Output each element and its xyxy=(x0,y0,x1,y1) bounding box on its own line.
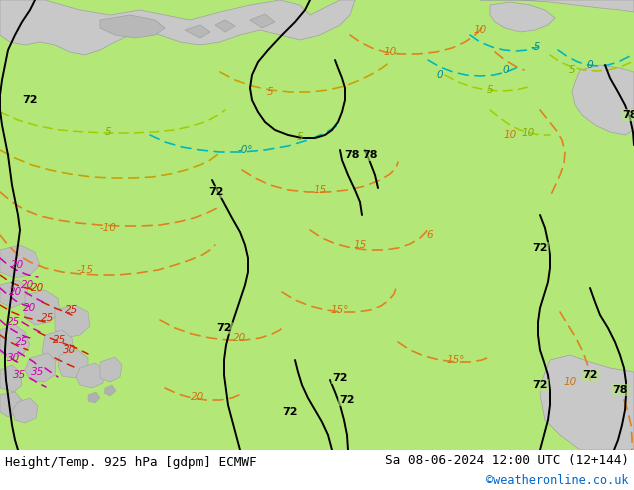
Text: 78: 78 xyxy=(612,385,628,395)
Text: -10: -10 xyxy=(100,223,117,233)
Text: 72: 72 xyxy=(533,380,548,390)
Text: 10: 10 xyxy=(474,25,487,35)
Text: -15: -15 xyxy=(77,265,93,275)
Text: 10: 10 xyxy=(521,128,534,138)
Text: Height/Temp. 925 hPa [gdpm] ECMWF: Height/Temp. 925 hPa [gdpm] ECMWF xyxy=(5,456,257,468)
Polygon shape xyxy=(0,392,22,417)
Polygon shape xyxy=(480,0,634,12)
Polygon shape xyxy=(42,330,74,362)
Polygon shape xyxy=(540,355,634,450)
Text: 78: 78 xyxy=(622,110,634,120)
Text: 15°: 15° xyxy=(447,355,465,365)
Text: -0°: -0° xyxy=(237,145,253,155)
Text: 20: 20 xyxy=(11,260,25,270)
Text: 5: 5 xyxy=(267,87,273,97)
Polygon shape xyxy=(0,280,28,308)
Polygon shape xyxy=(0,365,22,392)
Text: 10: 10 xyxy=(503,130,517,140)
Text: 72: 72 xyxy=(332,373,348,383)
Text: 72: 72 xyxy=(216,323,232,333)
Text: 0: 0 xyxy=(586,60,593,70)
Text: -5: -5 xyxy=(531,42,541,52)
Text: 5: 5 xyxy=(105,127,112,137)
Text: 25: 25 xyxy=(15,337,29,347)
Text: 15: 15 xyxy=(313,185,327,195)
Text: 0: 0 xyxy=(437,70,443,80)
Polygon shape xyxy=(100,15,165,38)
Polygon shape xyxy=(490,2,555,32)
Text: 25: 25 xyxy=(65,305,79,315)
Polygon shape xyxy=(572,65,634,135)
Polygon shape xyxy=(185,25,210,38)
Polygon shape xyxy=(58,350,88,378)
Text: ©weatheronline.co.uk: ©weatheronline.co.uk xyxy=(486,473,629,487)
Text: 20: 20 xyxy=(31,283,44,293)
Text: 0: 0 xyxy=(503,65,509,75)
Text: 35: 35 xyxy=(13,370,27,380)
Text: 20: 20 xyxy=(233,333,247,343)
Text: 15°: 15° xyxy=(331,305,349,315)
Polygon shape xyxy=(104,385,116,396)
Text: 35: 35 xyxy=(31,367,44,377)
Polygon shape xyxy=(0,325,30,358)
Text: 20: 20 xyxy=(10,287,23,297)
Text: 78: 78 xyxy=(362,150,378,160)
Text: 20: 20 xyxy=(191,392,205,402)
Polygon shape xyxy=(88,392,100,403)
Text: 15: 15 xyxy=(353,240,366,250)
Polygon shape xyxy=(0,0,355,55)
Polygon shape xyxy=(0,245,40,278)
Polygon shape xyxy=(76,363,104,388)
Text: 72: 72 xyxy=(22,95,38,105)
Polygon shape xyxy=(12,398,38,423)
Text: Sa 08-06-2024 12:00 UTC (12+144): Sa 08-06-2024 12:00 UTC (12+144) xyxy=(385,454,629,466)
Text: 5: 5 xyxy=(297,132,303,142)
Text: 5: 5 xyxy=(487,85,493,95)
Polygon shape xyxy=(25,290,60,325)
Text: 72: 72 xyxy=(533,243,548,253)
Polygon shape xyxy=(25,353,56,382)
Text: 10: 10 xyxy=(384,47,397,57)
Text: 5: 5 xyxy=(569,65,575,75)
Text: 25: 25 xyxy=(53,335,67,345)
Text: 20: 20 xyxy=(23,303,37,313)
Text: 6: 6 xyxy=(427,230,433,240)
Text: 72: 72 xyxy=(582,370,598,380)
Polygon shape xyxy=(215,20,235,32)
Text: 20: 20 xyxy=(22,280,35,290)
Text: 30: 30 xyxy=(63,345,77,355)
Polygon shape xyxy=(55,305,90,338)
Text: 72: 72 xyxy=(282,407,298,417)
Text: 72: 72 xyxy=(339,395,355,405)
Text: 78: 78 xyxy=(344,150,359,160)
Text: 25: 25 xyxy=(8,317,21,327)
Text: 72: 72 xyxy=(208,187,224,197)
Text: 30: 30 xyxy=(8,353,21,363)
Text: 10: 10 xyxy=(564,377,577,387)
Polygon shape xyxy=(250,14,275,28)
Polygon shape xyxy=(100,357,122,382)
Text: 25: 25 xyxy=(41,313,55,323)
